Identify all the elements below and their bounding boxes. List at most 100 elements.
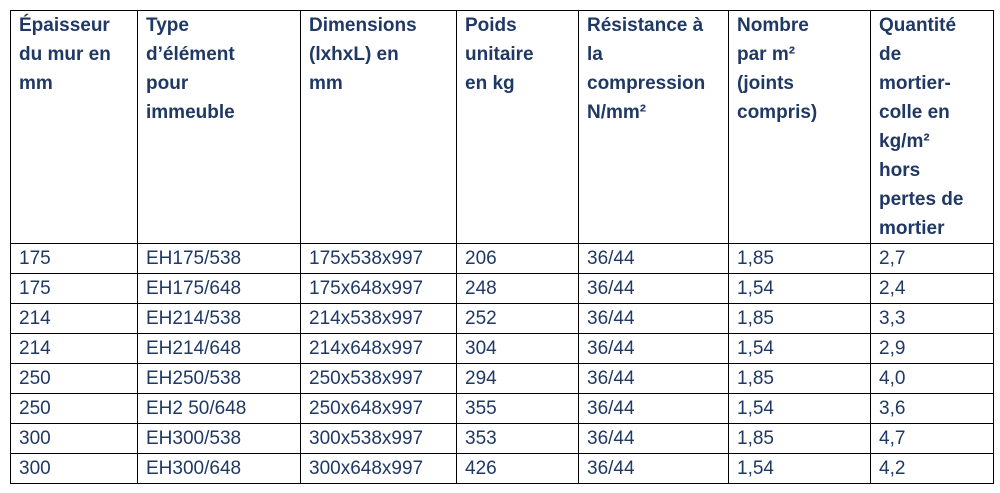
table-row: 175 EH175/648 175x648x997 248 36/44 1,54 2,4 (10, 273, 994, 304)
table-cell: 300 (10, 453, 138, 484)
table-cell: EH250/538 (137, 363, 301, 394)
table-cell: 36/44 (578, 423, 729, 454)
table-cell: 304 (456, 333, 579, 364)
header-line: Résistance à (587, 15, 704, 36)
table-cell: 250x648x997 (300, 393, 457, 424)
table-cell: EH300/648 (137, 453, 301, 484)
header-cell: Épaisseur du mur en mm (10, 10, 138, 244)
table-cell: 214x538x997 (300, 303, 457, 334)
table-cell: 1,85 (728, 363, 871, 394)
header-line: (joints (737, 73, 794, 94)
table-cell: 214x648x997 (300, 333, 457, 364)
table-cell: 36/44 (578, 363, 729, 394)
header-line: compris) (737, 102, 818, 123)
header-row: Épaisseur du mur en mm Type d’élément pour imm… (10, 10, 994, 244)
header-line: immeuble (146, 102, 235, 123)
table-cell: 1,54 (728, 393, 871, 424)
table-cell: EH175/538 (137, 243, 301, 274)
table-row: 250 EH250/538 250x538x997 294 36/44 1,85 4,0 (10, 363, 994, 394)
table-cell: 250 (10, 363, 138, 394)
table-row: 300 EH300/538 300x538x997 353 36/44 1,85 4,7 (10, 423, 994, 454)
table-cell: 1,54 (728, 273, 871, 304)
table-cell: 206 (456, 243, 579, 274)
table-cell: EH214/648 (137, 333, 301, 364)
table-cell: 353 (456, 423, 579, 454)
header-line: Épaisseur (19, 15, 110, 36)
header-line: par m² (737, 44, 796, 65)
table-cell: 426 (456, 453, 579, 484)
table-cell: 294 (456, 363, 579, 394)
header-line: du mur en (19, 44, 111, 65)
table-row: 300 EH300/648 300x648x997 426 36/44 1,54 4,2 (10, 453, 994, 484)
table-cell: EH214/538 (137, 303, 301, 334)
header-cell: Dimensions (lxhxL) en mm (300, 10, 457, 244)
header-cell: Nombre par m² (joints compris) (728, 10, 871, 244)
header-line: mortier (879, 218, 945, 239)
table-cell: 4,7 (870, 423, 994, 454)
table-row: 214 EH214/648 214x648x997 304 36/44 1,54 2,9 (10, 333, 994, 364)
table-cell: 1,54 (728, 333, 871, 364)
table-cell: 300x648x997 (300, 453, 457, 484)
header-line: compression (587, 73, 706, 94)
header-cell: Quantité de mortier-colle en kg/m² hors perte… (870, 10, 994, 244)
table-cell: 355 (456, 393, 579, 424)
table-cell: 250 (10, 393, 138, 424)
header-line: Quantité (879, 15, 957, 36)
table-cell: 36/44 (578, 393, 729, 424)
header-line: colle en (879, 102, 950, 123)
header-line: kg/m² (879, 131, 930, 152)
table-cell: 36/44 (578, 333, 729, 364)
table-row: 175 EH175/538 175x538x997 206 36/44 1,85 2,7 (10, 243, 994, 274)
table-cell: 248 (456, 273, 579, 304)
table-row: 214 EH214/538 214x538x997 252 36/44 1,85 3,3 (10, 303, 994, 334)
table-cell: 250x538x997 (300, 363, 457, 394)
header-cell: Poids unitaire en kg (456, 10, 579, 244)
header-line: d’élément (146, 44, 235, 65)
header-line: Poids (465, 15, 517, 36)
table-row: 250 EH2 50/648 250x648x997 355 36/44 1,54 3,6 (10, 393, 994, 424)
table-cell: 175 (10, 243, 138, 274)
header-line: pour (146, 73, 189, 94)
table-cell: 300x538x997 (300, 423, 457, 454)
table-cell: 252 (456, 303, 579, 334)
header-line: (lxhxL) en (309, 44, 399, 65)
table-cell: 2,9 (870, 333, 994, 364)
table-cell: 2,4 (870, 273, 994, 304)
table-cell: EH2 50/648 (137, 393, 301, 424)
header-line: pertes de (879, 189, 964, 210)
table-cell: EH175/648 (137, 273, 301, 304)
header-cell: Résistance à la compression N/mm² (578, 10, 729, 244)
header-line: Dimensions (309, 15, 417, 36)
table-cell: 36/44 (578, 303, 729, 334)
header-line: mm (309, 73, 343, 94)
table-cell: 175x538x997 (300, 243, 457, 274)
header-line: Type (146, 15, 189, 36)
table-cell: 175 (10, 273, 138, 304)
table-body: 175 EH175/538 175x538x997 206 36/44 1,85 2,7 17… (10, 243, 994, 484)
header-line: unitaire (465, 44, 534, 65)
table-cell: EH300/538 (137, 423, 301, 454)
table-cell: 300 (10, 423, 138, 454)
table-cell: 36/44 (578, 273, 729, 304)
table-cell: 1,85 (728, 303, 871, 334)
data-table: Épaisseur du mur en mm Type d’élément pour imm… (10, 10, 994, 484)
table-cell: 214 (10, 333, 138, 364)
table-cell: 214 (10, 303, 138, 334)
table-cell: 4,2 (870, 453, 994, 484)
table-cell: 2,7 (870, 243, 994, 274)
table-cell: 36/44 (578, 453, 729, 484)
table-cell: 1,85 (728, 423, 871, 454)
table-cell: 36/44 (578, 243, 729, 274)
table-cell: 1,85 (728, 243, 871, 274)
table-cell: 4,0 (870, 363, 994, 394)
table-cell: 1,54 (728, 453, 871, 484)
table-cell: 3,3 (870, 303, 994, 334)
header-cell: Type d’élément pour immeuble (137, 10, 301, 244)
table-cell: 3,6 (870, 393, 994, 424)
header-line: mortier- (879, 73, 951, 94)
header-line: la (587, 44, 603, 65)
header-line: N/mm² (587, 102, 647, 123)
table-cell: 175x648x997 (300, 273, 457, 304)
header-line: Nombre (737, 15, 809, 36)
